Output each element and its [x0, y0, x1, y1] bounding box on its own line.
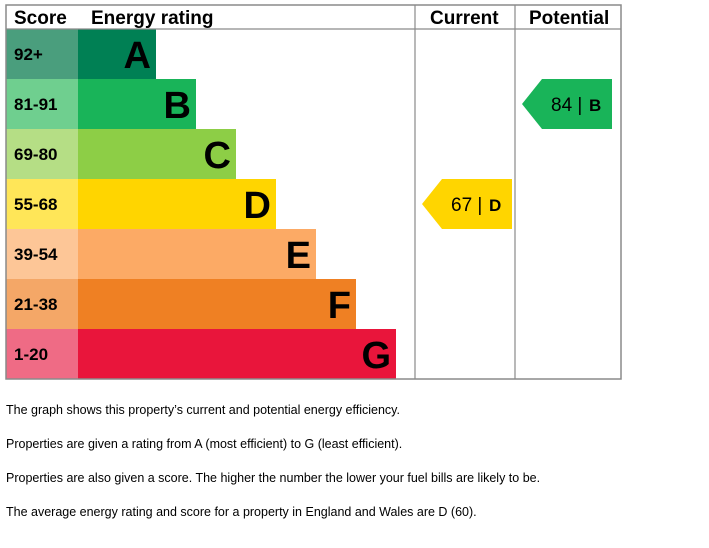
band-letter-a: A — [124, 35, 151, 77]
header-potential: Potential — [529, 8, 609, 29]
potential-rating-score: 84 | — [551, 95, 582, 116]
band-letter-d: D — [244, 185, 271, 227]
rating-arrows: 67 | D 84 | B — [422, 79, 612, 229]
header-energy-rating: Energy rating — [91, 8, 213, 29]
header-score: Score — [14, 8, 67, 29]
note-score-meaning: Properties are also given a score. The h… — [6, 471, 541, 485]
score-label-a: 92+ — [14, 45, 43, 64]
band-bar-d — [78, 179, 276, 229]
band-bar-f — [78, 279, 356, 329]
band-letter-e: E — [286, 235, 311, 277]
score-cell-c — [6, 129, 78, 179]
band-letter-f: F — [328, 285, 351, 327]
note-rating-scale: Properties are given a rating from A (mo… — [6, 437, 403, 451]
epc-chart: 92+ A81-91 B69-80 C55-68 D39-54 E21-38 F1-20 G … — [5, 4, 622, 380]
band-letter-g: G — [361, 335, 391, 377]
band-bar-c — [78, 129, 236, 179]
potential-rating-letter: B — [589, 96, 601, 115]
potential-rating-arrow — [522, 79, 612, 129]
score-label-c: 69-80 — [14, 145, 57, 164]
table-border — [5, 4, 622, 380]
note-current-potential: The graph shows this property’s current … — [6, 403, 400, 417]
score-label-b: 81-91 — [14, 95, 57, 114]
score-cell-e — [6, 229, 78, 279]
note-average-rating: The average energy rating and score for … — [6, 505, 477, 519]
current-rating-score: 67 | — [451, 195, 482, 216]
current-rating-letter: D — [489, 196, 501, 215]
score-label-g: 1-20 — [14, 345, 48, 364]
score-cell-g — [6, 329, 78, 379]
band-bar-g — [78, 329, 396, 379]
band-bar-a — [78, 29, 156, 79]
score-label-f: 21-38 — [14, 295, 57, 314]
score-label-d: 55-68 — [14, 195, 57, 214]
band-bar-e — [78, 229, 316, 279]
score-cell-d — [6, 179, 78, 229]
header-current: Current — [430, 8, 499, 29]
score-cell-f — [6, 279, 78, 329]
bands-layer: 92+ A 81-91 B 69-80 C 55-68 D 39-54 E 21-38 F 1-20 G — [6, 29, 396, 379]
score-label-e: 39-54 — [14, 245, 58, 264]
band-letter-b: B — [164, 85, 191, 127]
explanatory-notes: The graph shows this property’s current … — [6, 401, 706, 537]
table-grid — [5, 4, 622, 380]
score-cell-b — [6, 79, 78, 129]
current-rating-arrow — [422, 179, 512, 229]
band-bar-b — [78, 79, 196, 129]
band-letter-c: C — [204, 135, 231, 177]
score-cell-a — [6, 29, 78, 79]
